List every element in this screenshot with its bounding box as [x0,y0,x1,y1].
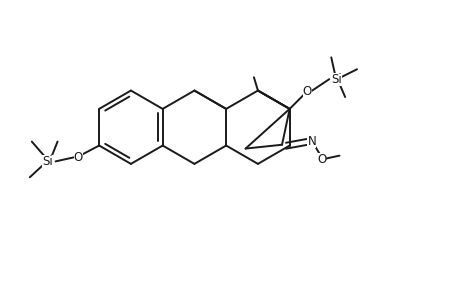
Text: O: O [316,153,325,166]
Text: O: O [302,85,312,98]
Text: Si: Si [42,155,53,168]
Text: Si: Si [330,73,341,86]
Text: O: O [73,151,83,164]
Text: N: N [307,135,315,148]
